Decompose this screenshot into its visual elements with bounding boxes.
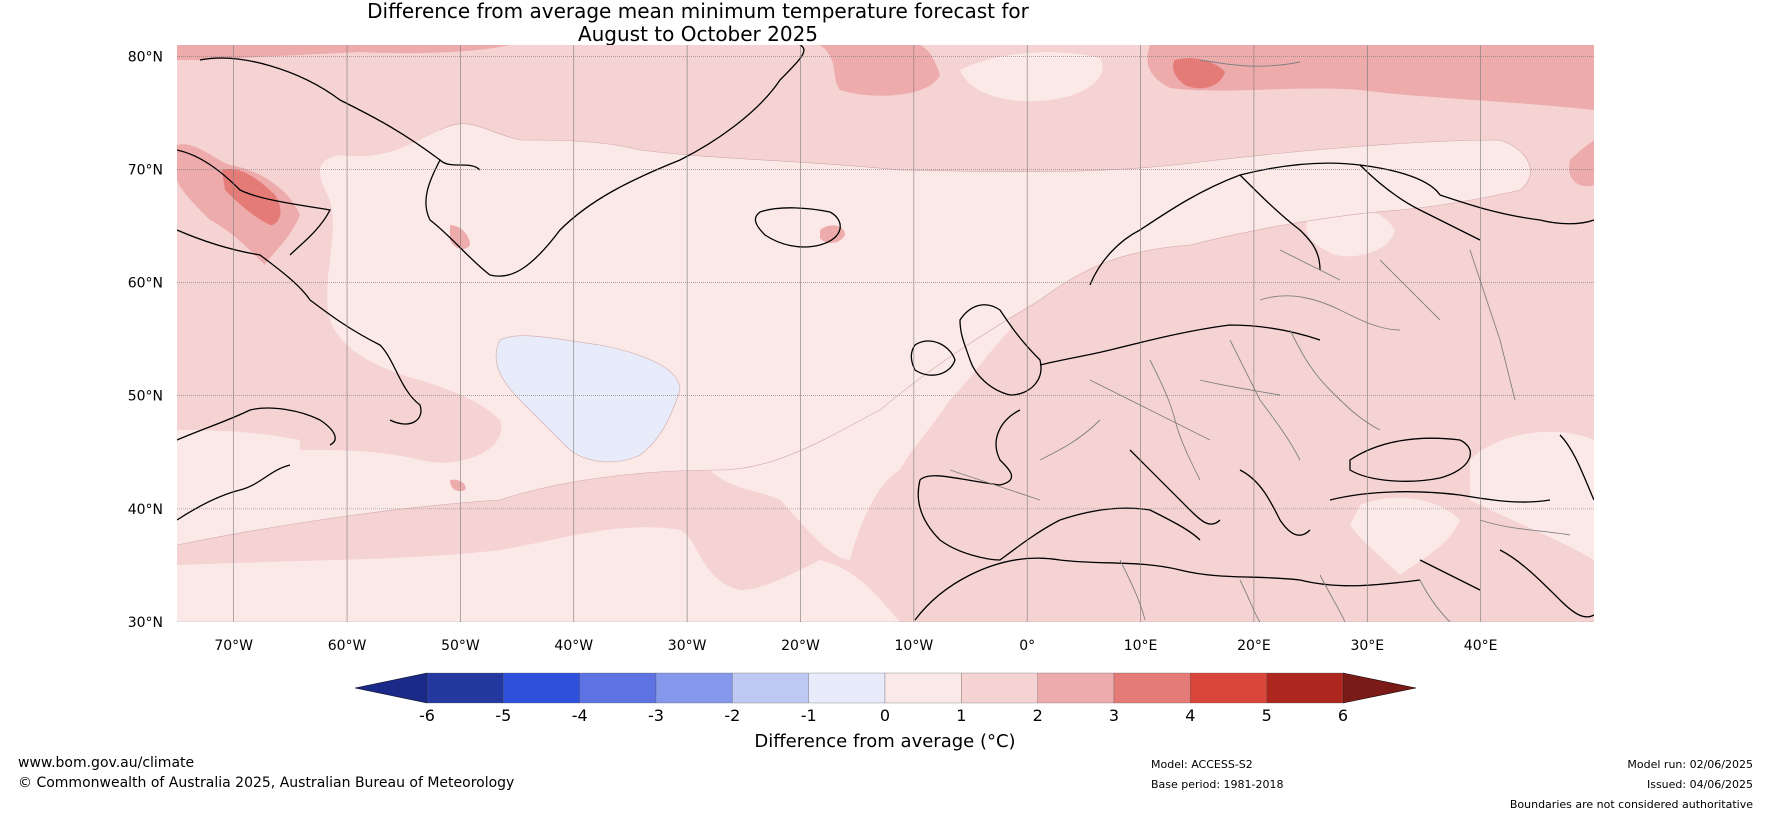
colorbar-under-arrow	[354, 672, 428, 704]
colorbar-swatch	[732, 672, 809, 704]
colorbar-tick-label: 4	[1185, 706, 1195, 725]
latitude-label: 80°N	[128, 49, 163, 65]
longitude-labels: 70°W 60°W 50°W 40°W 30°W 20°W 10°W 0° 10°E 20°E 30…	[214, 638, 1497, 654]
latitude-label: 40°N	[128, 502, 163, 518]
latitude-label: 50°N	[128, 389, 163, 405]
graticule	[177, 45, 1594, 622]
copyright-notice: © Commonwealth of Australia 2025, Austra…	[18, 775, 515, 791]
latitude-label: 30°N	[128, 615, 163, 631]
model-run-date: Model run: 02/06/2025	[1627, 758, 1753, 771]
longitude-label: 70°W	[214, 638, 253, 654]
colorbar-tick-label: -4	[572, 706, 588, 725]
colorbar-tick-label: 6	[1338, 706, 1348, 725]
colorbar-tick-label: -1	[801, 706, 817, 725]
colorbar-swatch	[1266, 672, 1344, 704]
colorbar-swatch	[884, 672, 962, 704]
latitude-label: 60°N	[128, 276, 163, 292]
colorbar-tick-label: 2	[1033, 706, 1043, 725]
map-title-line1: Difference from average mean minimum tem…	[367, 0, 1029, 23]
base-period: Base period: 1981-2018	[1151, 778, 1284, 791]
issued-date: Issued: 04/06/2025	[1646, 778, 1753, 791]
colorbar-swatch	[426, 672, 504, 704]
colorbar-tick-label: -5	[495, 706, 511, 725]
longitude-label: 10°W	[895, 638, 934, 654]
website-link[interactable]: www.bom.gov.au/climate	[18, 755, 195, 771]
longitude-label: 10°E	[1124, 638, 1158, 654]
colorbar-tick-label: 5	[1262, 706, 1272, 725]
longitude-label: 20°W	[781, 638, 820, 654]
anomaly-contours	[177, 123, 1531, 546]
map-title-line2: August to October 2025	[577, 22, 819, 46]
country-borders	[949, 59, 1571, 622]
colorbar-over-arrow	[1342, 672, 1417, 704]
latitude-labels: 80°N 70°N 60°N 50°N 40°N 30°N	[128, 49, 163, 631]
colorbar-tick-label: -2	[724, 706, 740, 725]
longitude-label: 30°W	[668, 638, 707, 654]
colorbar-swatch	[961, 672, 1038, 704]
latitude-label: 70°N	[128, 162, 163, 178]
colorbar-swatch	[579, 672, 657, 704]
colorbar-tick-label: -3	[648, 706, 664, 725]
colorbar-swatch	[503, 672, 580, 704]
colorbar-swatch	[1037, 672, 1115, 704]
colorbar-label: Difference from average (°C)	[754, 731, 1015, 752]
colorbar: -6 -5 -4 -3 -2 -1 0 1 2 3 4 5 6 Difference from avera…	[354, 672, 1417, 752]
longitude-label: 30°E	[1350, 638, 1384, 654]
colorbar-swatch	[655, 672, 733, 704]
longitude-label: 50°W	[441, 638, 480, 654]
colorbar-swatch	[1113, 672, 1191, 704]
colorbar-tick-label: 3	[1109, 706, 1119, 725]
longitude-label: 0°	[1019, 638, 1035, 654]
colorbar-tick-label: -6	[419, 706, 435, 725]
colorbar-swatch	[1190, 672, 1267, 704]
longitude-label: 60°W	[328, 638, 367, 654]
boundaries-disclaimer: Boundaries are not considered authoritat…	[1509, 798, 1753, 811]
longitude-label: 40°E	[1464, 638, 1498, 654]
longitude-label: 20°E	[1237, 638, 1271, 654]
coastlines	[177, 45, 1594, 621]
colorbar-tick-label: 1	[956, 706, 966, 725]
model-name: Model: ACCESS-S2	[1151, 758, 1253, 771]
colorbar-swatch	[808, 672, 886, 704]
longitude-label: 40°W	[554, 638, 593, 654]
anomaly-shading	[177, 45, 1594, 622]
colorbar-tick-label: 0	[880, 706, 890, 725]
